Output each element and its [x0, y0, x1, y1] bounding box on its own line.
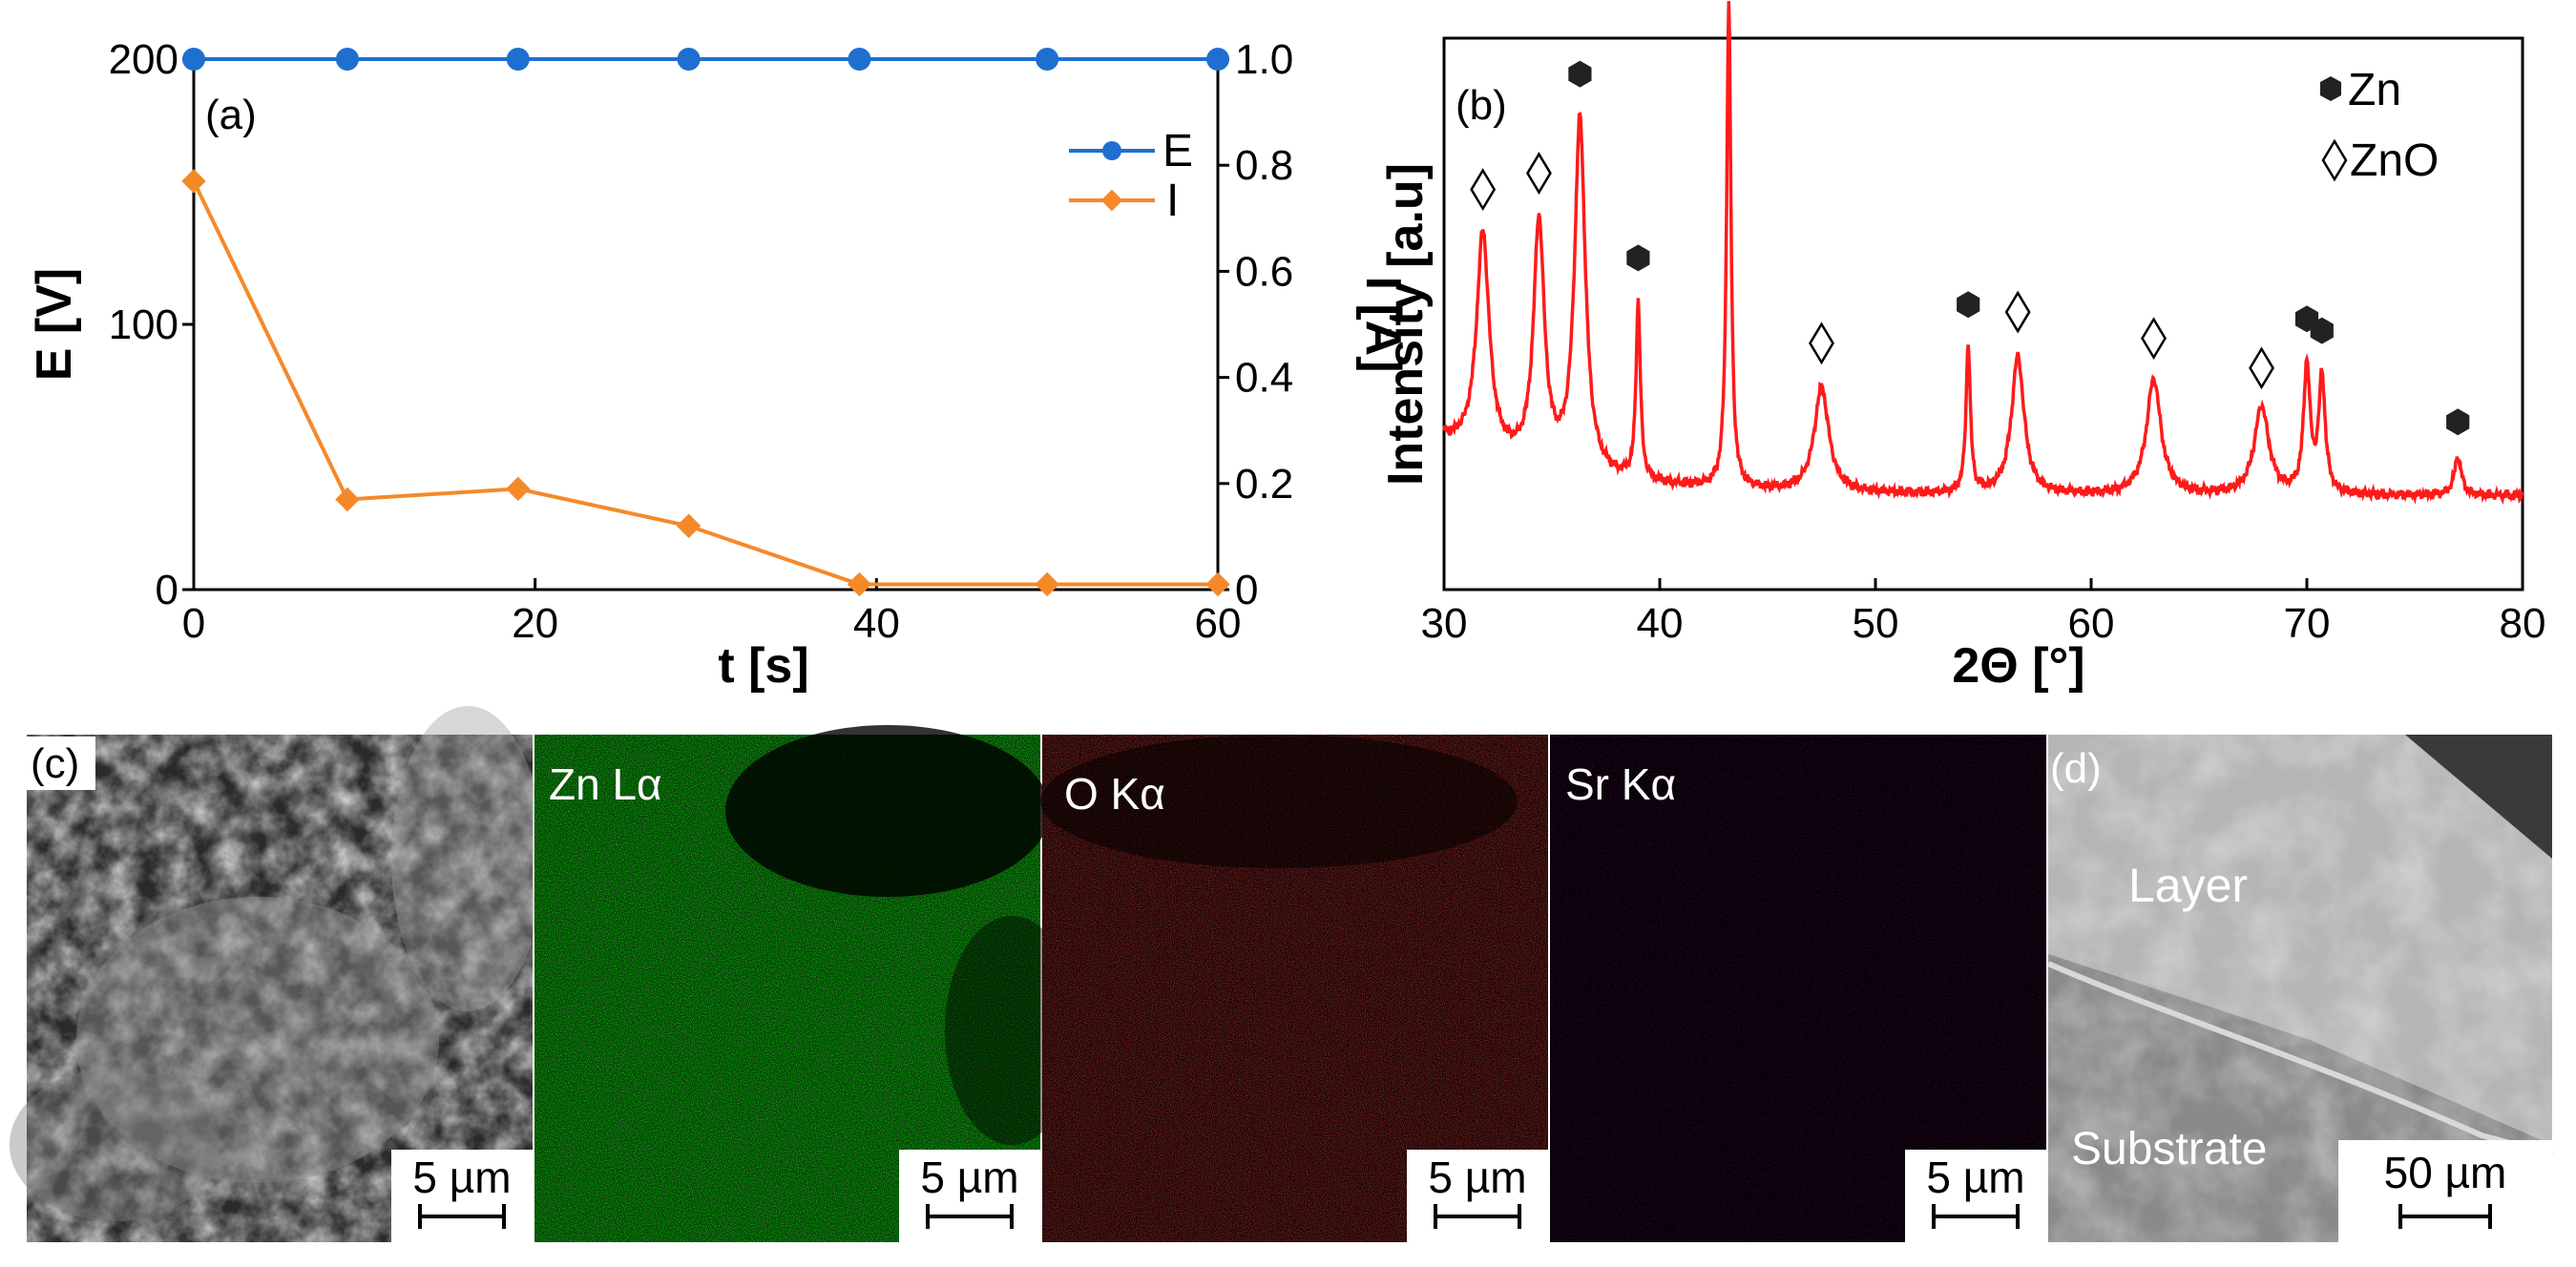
series-i-point: [847, 571, 872, 597]
panel-b-frame: [1442, 36, 2524, 592]
a-ytick-right-label: 0.2: [1235, 461, 1293, 508]
a-xtick-label: 40: [853, 600, 900, 647]
zn-hexagon-icon: [2310, 317, 2334, 344]
zno-diamond-icon: [1809, 322, 1834, 365]
b-xtick-label: 40: [1637, 600, 1684, 647]
a-xtick-label: 60: [1195, 600, 1242, 647]
zno-diamond-icon: [2141, 317, 2167, 361]
series-i-point: [676, 513, 702, 539]
panel-b-chart: 30 40 50 60 70 80 (b) 2Θ [°] Intensity [a.u] …: [1378, 1, 2546, 694]
scale-bar-sem: 5 µm: [391, 1150, 533, 1242]
panel-a-label: (a): [205, 92, 257, 138]
a-ytick-left-label: 0: [156, 567, 178, 613]
panel-b-ylabel: Intensity [a.u]: [1378, 163, 1434, 486]
legend-zn-label: Zn: [2348, 65, 2401, 115]
eds-label-o: O Kα: [1064, 769, 1165, 819]
a-ytick-right-label: 0.6: [1235, 248, 1293, 295]
series-i-point: [1035, 571, 1059, 597]
series-i-point: [335, 487, 360, 512]
legend-i-marker: [1100, 189, 1123, 212]
substrate-label: Substrate: [2071, 1124, 2267, 1174]
panel-b-xlabel: 2Θ [°]: [1952, 638, 2084, 694]
a-ytick-right-label: 0.8: [1235, 142, 1293, 189]
xrd-curve: [1442, 1, 2524, 506]
a-ytick-right-label: 1.0: [1235, 36, 1293, 83]
panel-b-label: (b): [1456, 82, 1507, 129]
series-e-point: [1036, 48, 1059, 71]
zno-diamond-icon: [2004, 290, 2031, 334]
legend-i-label: I: [1166, 176, 1179, 226]
scale-bar-sr: 5 µm: [1905, 1150, 2046, 1242]
series-e-point: [1206, 48, 1229, 71]
legend-zn-hexagon-icon: [2320, 76, 2341, 101]
a-ytick-left-label: 100: [109, 301, 178, 348]
b-xtick-label: 60: [2068, 600, 2115, 647]
scale-bar-cross-section: 50 µm: [2338, 1140, 2552, 1242]
legend-e-marker: [1102, 141, 1121, 160]
zn-hexagon-icon: [1957, 291, 1980, 319]
series-e-point: [182, 48, 205, 71]
phase-markers: [1470, 60, 2470, 436]
zno-diamond-icon: [1525, 152, 1552, 195]
series-e: [182, 48, 1229, 71]
series-i-point: [506, 476, 531, 502]
layer-label: Layer: [2128, 859, 2248, 912]
panel-a-xlabel: t [s]: [718, 638, 808, 694]
panel-b-ticks: 30 40 50 60 70 80: [1421, 578, 2546, 647]
a-ytick-right-label: 0: [1235, 567, 1258, 613]
scale-label-o: 5 µm: [1428, 1153, 1526, 1202]
legend-zno-diamond-icon: [2321, 138, 2348, 182]
series-i-line: [192, 180, 1218, 587]
a-ytick-right-label: 0.4: [1235, 355, 1293, 402]
a-xtick-label: 0: [182, 600, 205, 647]
series-e-point: [335, 48, 359, 71]
a-ytick-left-label: 200: [109, 36, 178, 83]
series-e-point: [677, 48, 701, 71]
eds-label-zn: Zn Lα: [549, 759, 662, 809]
panel-c-label: (c): [31, 740, 79, 787]
scale-label-cross-section: 50 µm: [2384, 1148, 2507, 1197]
panel-c-images: (c) (d) Zn Lα O Kα Sr Kα Layer Substrate…: [10, 706, 2553, 1242]
zno-diamond-icon: [2249, 346, 2274, 390]
series-i-point: [181, 169, 206, 194]
b-xtick-label: 80: [2500, 600, 2546, 647]
panel-b-legend: Zn ZnO: [2320, 65, 2439, 186]
b-xtick-label: 30: [1421, 600, 1468, 647]
eds-label-sr: Sr Kα: [1565, 759, 1676, 809]
sem-cross-section: [2046, 735, 2553, 1242]
scale-label-zn: 5 µm: [920, 1153, 1018, 1202]
legend-zno-label: ZnO: [2350, 135, 2439, 186]
series-e-point: [848, 48, 871, 71]
zn-hexagon-icon: [2446, 408, 2470, 436]
panel-a-ylabel-right: I [A]: [1355, 276, 1411, 372]
scale-label-sem: 5 µm: [412, 1153, 511, 1202]
scale-label-sr: 5 µm: [1926, 1153, 2024, 1202]
series-i-point: [1205, 571, 1230, 597]
zn-hexagon-icon: [1626, 244, 1650, 272]
b-xtick-label: 50: [1853, 600, 1899, 647]
zno-diamond-icon: [1470, 168, 1497, 212]
series-i: [181, 169, 1230, 597]
panel-a-legend: E I: [1069, 126, 1193, 226]
panel-a-ylabel-left: E [V]: [27, 268, 82, 381]
legend-e-label: E: [1162, 126, 1193, 177]
a-xtick-label: 20: [512, 600, 558, 647]
panel-c-label-box: [27, 737, 95, 790]
zn-hexagon-icon: [1568, 60, 1592, 88]
panel-d-label: (d): [2050, 745, 2102, 792]
b-xtick-label: 70: [2284, 600, 2331, 647]
scale-bar-zn: 5 µm: [899, 1150, 1040, 1242]
series-e-point: [506, 48, 530, 71]
scale-bar-o: 5 µm: [1407, 1150, 1548, 1242]
